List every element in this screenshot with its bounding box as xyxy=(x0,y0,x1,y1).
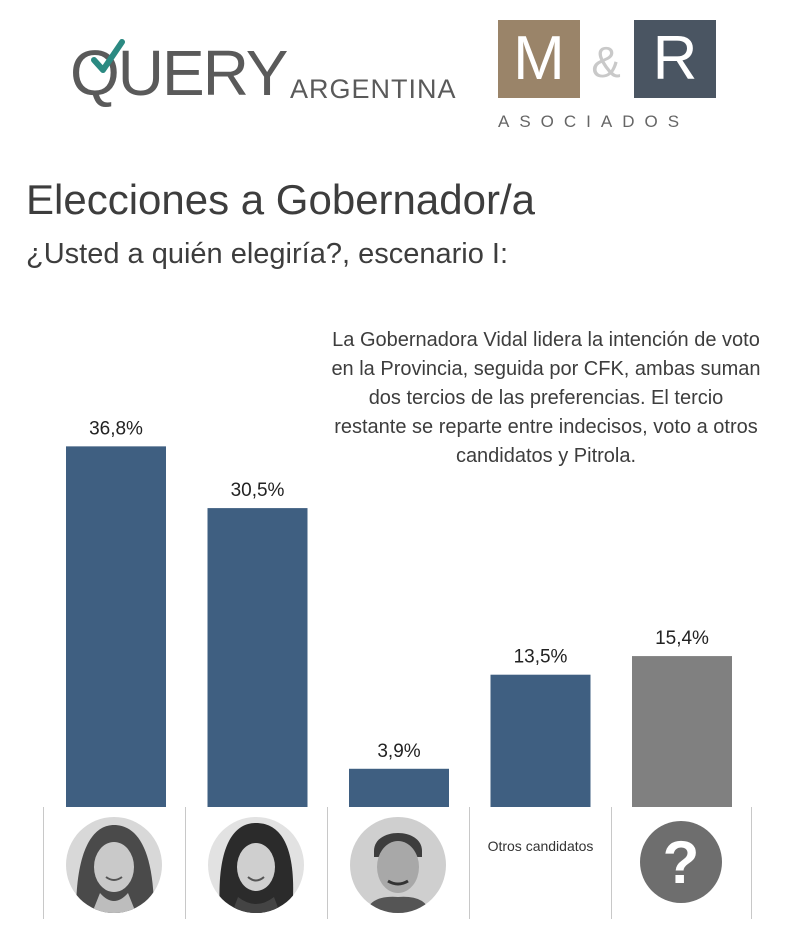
mr-logo-r: R xyxy=(634,20,716,98)
checkmark-icon xyxy=(91,39,125,73)
bar-value-label-2: 30,5% xyxy=(231,480,285,501)
mr-logo-ampersand: & xyxy=(591,38,621,87)
category-cell-5: ? xyxy=(611,807,752,919)
category-row: Otros candidatos ? xyxy=(43,807,754,919)
category-cell-1 xyxy=(43,807,184,919)
candidate-2-photo xyxy=(208,817,304,913)
bar-value-label-3: 3,9% xyxy=(377,741,420,762)
mr-logo-subtitle: ASOCIADOS xyxy=(498,112,690,131)
question-icon: ? xyxy=(640,821,722,903)
bar-value-label-4: 13,5% xyxy=(514,647,568,668)
bar-value-label-1: 36,8% xyxy=(89,418,143,439)
bar-2 xyxy=(207,508,308,807)
bar-5 xyxy=(632,656,732,807)
bar-4 xyxy=(490,674,591,807)
candidate-3-photo xyxy=(350,817,446,913)
bar-3 xyxy=(349,768,449,807)
candidate-1-photo xyxy=(66,817,162,913)
page-title: Elecciones a Gobernador/a xyxy=(26,176,535,223)
mr-asociados-logo: M & R ASOCIADOS xyxy=(498,20,728,140)
otros-candidatos-label: Otros candidatos xyxy=(487,838,594,854)
category-cell-4: Otros candidatos xyxy=(469,807,610,919)
query-logo-region: ARGENTINA xyxy=(290,74,457,104)
category-cell-2 xyxy=(185,807,326,919)
category-cell-3 xyxy=(327,807,468,919)
chart-annotation: La Gobernadora Vidal lidera la intención… xyxy=(331,329,761,467)
query-logo-word: QUERY xyxy=(70,37,288,109)
page-subtitle: ¿Usted a quién elegiría?, escenario I: xyxy=(26,238,508,270)
bar-value-label-5: 15,4% xyxy=(655,628,709,649)
mr-logo-m: M xyxy=(498,20,580,98)
bar-1 xyxy=(66,446,166,807)
query-argentina-logo: QUERY ARGENTINA xyxy=(70,38,470,118)
